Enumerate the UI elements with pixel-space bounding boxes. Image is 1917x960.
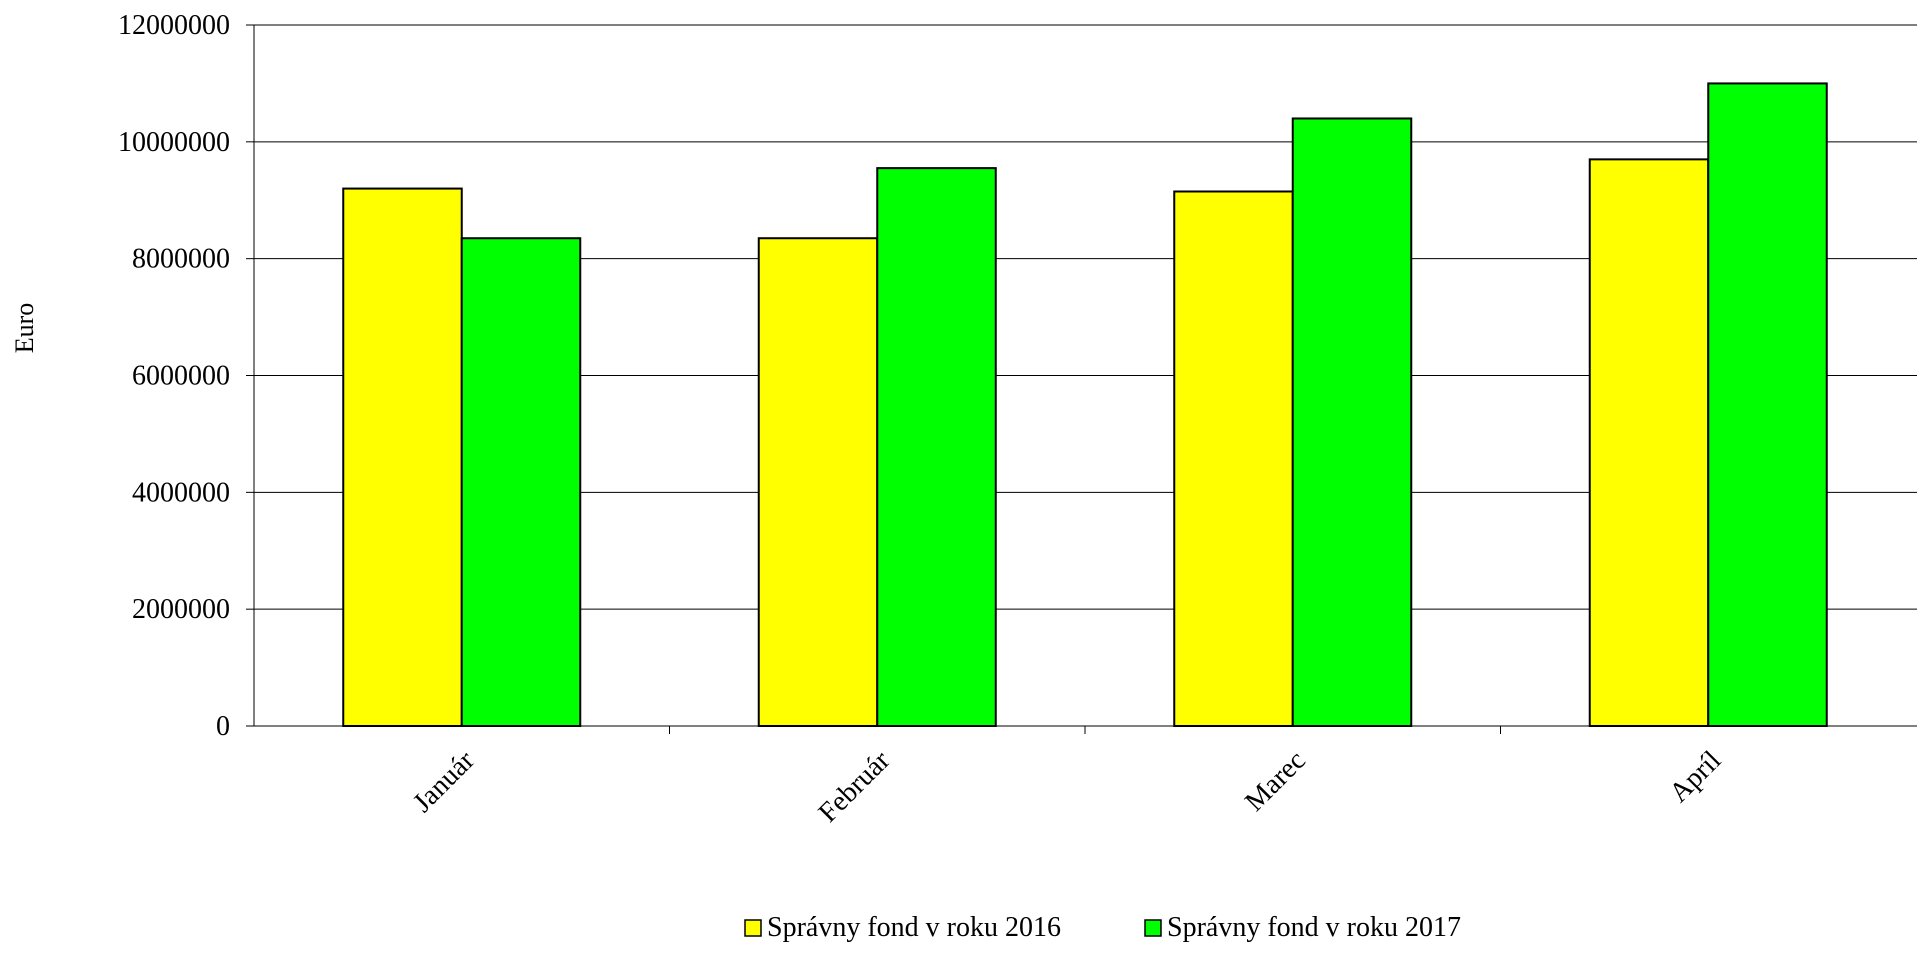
bar-series-1 <box>1588 158 1710 727</box>
bar-series-2 <box>876 167 997 727</box>
y-axis-title: Euro <box>10 303 39 354</box>
x-tick-label: Február <box>813 745 897 829</box>
legend-label: Správny fond v roku 2017 <box>1167 912 1461 943</box>
bars <box>342 82 1828 728</box>
x-tick-label: Apríl <box>1663 745 1727 809</box>
y-tick-label: 12000000 <box>118 10 230 41</box>
bar-series-2 <box>1707 82 1828 727</box>
x-tick-labels: Január Február Marec Apríl <box>407 745 1727 829</box>
y-tick-labels: 0 2000000 4000000 6000000 8000000 10000000 120… <box>118 10 230 742</box>
y-tick-label: 10000000 <box>118 127 230 158</box>
y-tick-label: 4000000 <box>132 477 230 508</box>
legend-swatch <box>744 919 762 937</box>
x-tick-label: Január <box>407 745 481 819</box>
x-tick-label: Marec <box>1239 745 1311 817</box>
y-tick-label: 8000000 <box>132 244 230 275</box>
y-tick-label: 0 <box>216 711 230 742</box>
legend-swatch <box>1144 919 1162 937</box>
bar-series-1 <box>342 187 463 728</box>
y-tick-label: 2000000 <box>132 594 230 625</box>
bar-series-2 <box>1291 117 1413 727</box>
axes <box>246 24 1917 734</box>
bar-series-1 <box>757 237 879 728</box>
bar-series-2 <box>460 237 582 728</box>
legend: Správny fond v roku 2016 Správny fond v r… <box>744 912 1461 943</box>
y-tick-label: 6000000 <box>132 361 230 392</box>
bar-series-1 <box>1173 190 1294 728</box>
legend-label: Správny fond v roku 2016 <box>767 912 1061 943</box>
